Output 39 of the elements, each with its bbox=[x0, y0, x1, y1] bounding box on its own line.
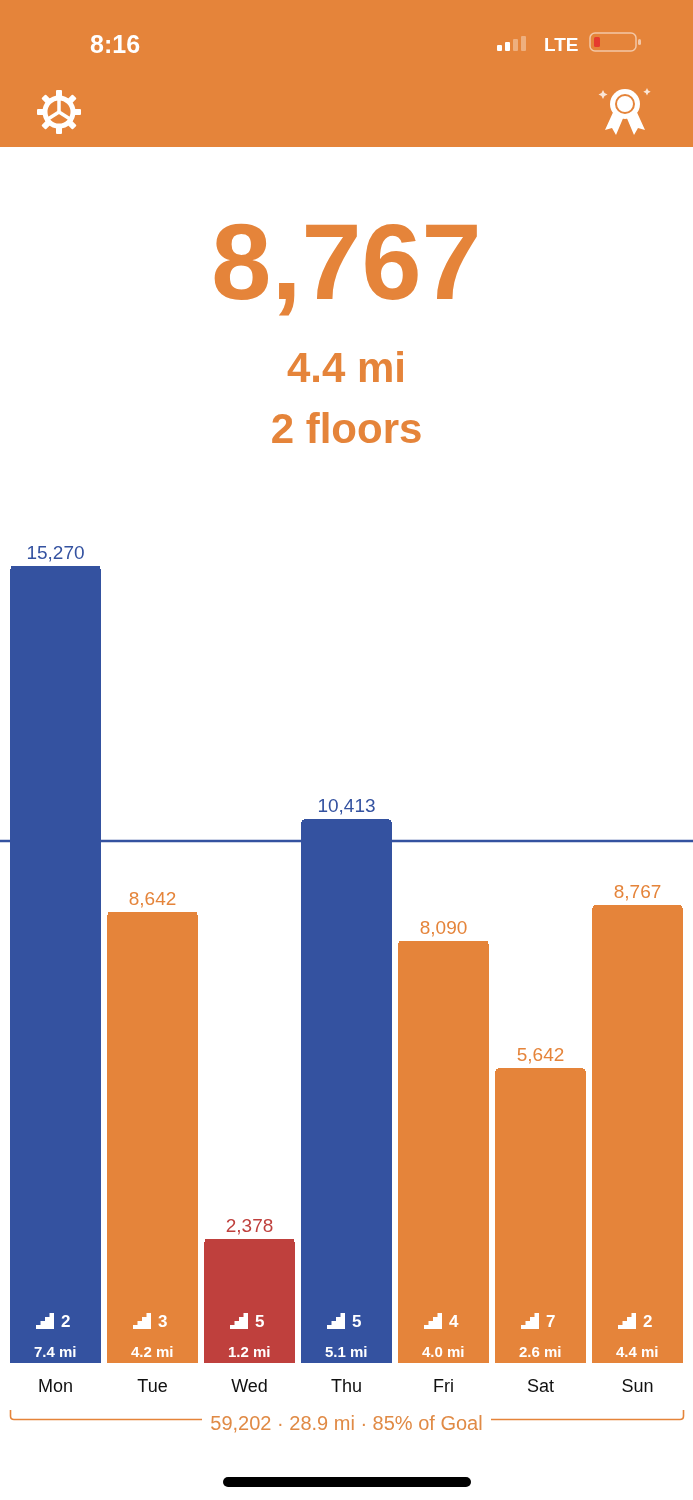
x-tick-label: Mon bbox=[37, 1376, 74, 1396]
annotation: 2 bbox=[61, 1312, 71, 1331]
data-label: 8,090 bbox=[419, 916, 468, 938]
annotation: 5.1 mi bbox=[325, 1343, 368, 1360]
x-tick-label: Wed bbox=[231, 1376, 268, 1396]
x-tick-label: Sun bbox=[621, 1376, 654, 1396]
text: LTE bbox=[544, 34, 579, 55]
annotation: 4.4 mi bbox=[616, 1343, 659, 1360]
text: 59,202 · 28.9 mi · 85% of Goal bbox=[202, 1412, 491, 1434]
bar bbox=[107, 911, 198, 1363]
chart-title: 8,767 bbox=[210, 201, 483, 322]
annotation: 4.0 mi bbox=[422, 1343, 465, 1360]
data-label: 15,270 bbox=[26, 541, 85, 563]
bar bbox=[398, 940, 489, 1363]
annotation: 5 bbox=[352, 1312, 362, 1331]
annotation: 3 bbox=[158, 1312, 168, 1331]
data-label: 10,413 bbox=[317, 795, 376, 817]
x-tick-label: Thu bbox=[330, 1376, 363, 1396]
data-label: 5,642 bbox=[516, 1044, 565, 1066]
text: 8:16 bbox=[90, 30, 141, 58]
annotation: 2 bbox=[643, 1312, 653, 1331]
text: 2 floors bbox=[269, 405, 424, 452]
data-label: 8,642 bbox=[128, 887, 177, 909]
x-tick-label: Fri bbox=[433, 1376, 454, 1396]
chart-subtitle: 4.4 mi bbox=[285, 344, 408, 391]
data-label: 8,767 bbox=[613, 881, 662, 903]
annotation: 4 bbox=[449, 1312, 459, 1331]
annotation: 2.6 mi bbox=[519, 1343, 562, 1360]
annotation: 7 bbox=[546, 1312, 556, 1331]
x-tick-label: Sat bbox=[526, 1376, 555, 1396]
bar bbox=[204, 1238, 295, 1363]
bar bbox=[495, 1068, 586, 1363]
annotation: 7.4 mi bbox=[34, 1343, 77, 1360]
bar bbox=[592, 905, 683, 1363]
annotation: 4.2 mi bbox=[131, 1343, 174, 1360]
data-label: 2,378 bbox=[225, 1214, 274, 1236]
annotation: 1.2 mi bbox=[228, 1343, 271, 1360]
x-tick-label: Tue bbox=[137, 1376, 168, 1396]
annotation: 5 bbox=[255, 1312, 265, 1331]
